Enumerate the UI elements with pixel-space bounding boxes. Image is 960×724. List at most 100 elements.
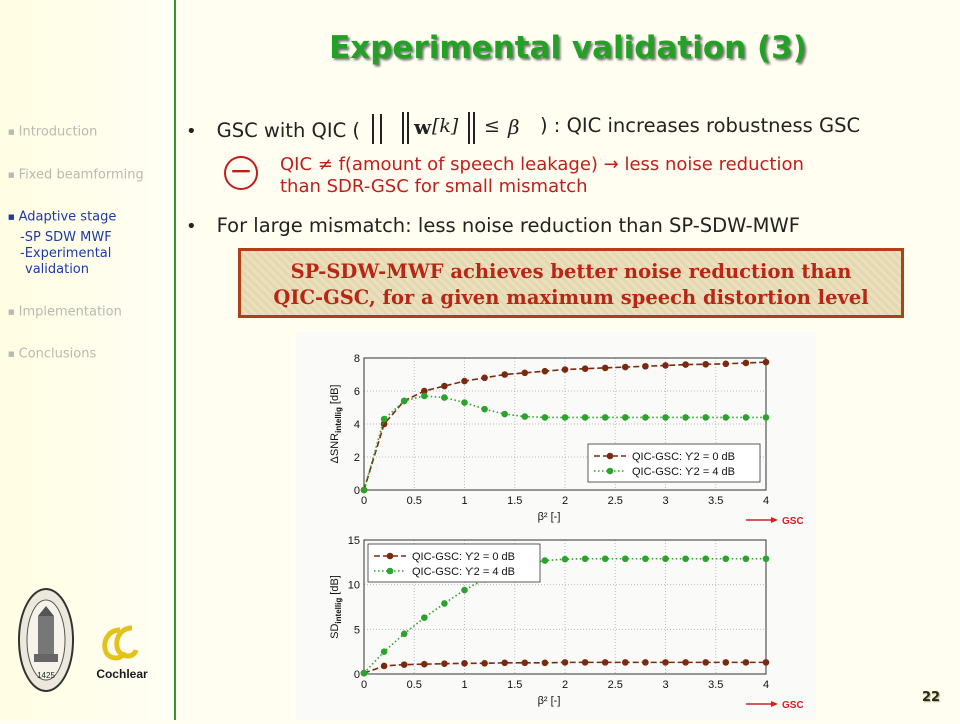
x-tick-label: 2.5 [608, 495, 623, 507]
bullet-qic-suffix: ) : QIC increases robustness GSC [540, 114, 861, 137]
data-point [702, 360, 709, 368]
data-point [421, 387, 428, 395]
data-point [421, 660, 428, 668]
data-point [682, 414, 689, 421]
legend-label: QIC-GSC: ϒ2 = 0 dB [412, 551, 515, 563]
university-seal-logo: 1425 [16, 586, 76, 698]
sidebar-item-introduction[interactable]: ■ Introduction [8, 124, 173, 141]
data-point [541, 367, 549, 375]
bullet-dot: • [186, 121, 197, 142]
x-tick-label: 3 [662, 495, 668, 507]
bullet-dot: • [186, 216, 197, 237]
x-tick-label: 1.5 [507, 495, 522, 507]
y-tick-label: 8 [354, 353, 360, 365]
data-point [662, 659, 669, 666]
data-point [581, 414, 589, 421]
legend-label: QIC-GSC: ϒ2 = 4 dB [412, 566, 515, 578]
sidebar-subitems: -SP SDW MWF -Experimental validation [8, 230, 173, 278]
data-point [762, 555, 770, 563]
y-tick-label: 5 [354, 624, 360, 636]
data-point [501, 659, 508, 667]
sidebar-item-label: Conclusions [18, 346, 97, 362]
data-point [581, 659, 589, 666]
sidebar-item-conclusions[interactable]: ■ Conclusions [8, 346, 173, 363]
legend-label: QIC-GSC: ϒ2 = 4 dB [632, 466, 735, 478]
sidebar-subitem-sp-sdw-mwf[interactable]: -SP SDW MWF [20, 229, 112, 245]
legend-marker [386, 552, 394, 560]
qic-formula: w [k] ≤ β [402, 110, 534, 146]
qic-note-line1: QIC ≠ f(amount of speech leakage) → less… [280, 154, 804, 175]
data-point [762, 358, 770, 366]
data-point [541, 659, 549, 667]
qic-note-line2: than SDR-GSC for small mismatch [280, 176, 588, 197]
data-point [601, 555, 609, 563]
data-point [481, 374, 488, 382]
data-point [642, 555, 649, 563]
data-point [521, 369, 529, 377]
sidebar-subitem-validation[interactable]: validation [25, 261, 90, 277]
data-point [702, 659, 709, 666]
norm-formula [368, 114, 386, 149]
data-point [441, 382, 448, 390]
data-point [541, 414, 549, 421]
data-point [521, 413, 529, 420]
data-point [561, 414, 569, 421]
data-point [561, 555, 569, 563]
sidebar-item-fixed-beamforming[interactable]: ■ Fixed beamforming [8, 167, 173, 184]
data-point [742, 555, 750, 563]
plot-frame [363, 357, 767, 491]
gsc-arrow-head [771, 701, 778, 707]
sidebar-subitem-experimental[interactable]: -Experimental [20, 245, 112, 261]
data-point [601, 364, 609, 372]
data-point [380, 415, 388, 423]
slide-title: Experimental validation (3) [329, 30, 807, 66]
bullet-large-mismatch: • For large mismatch: less noise reductio… [186, 214, 800, 237]
bullet-icon: ■ [8, 170, 15, 179]
conclusion-line1: SP-SDW-MWF achieves better noise reducti… [290, 260, 852, 283]
charts-svg: 0 0.5 1 1.5 2 2.5 3 3.5 4 0 2 4 6 8 β² [-] ΔSNRintellig… [329, 353, 804, 711]
x-tick-label: 1.5 [507, 679, 522, 691]
legend-marker [606, 452, 614, 460]
data-point [481, 405, 488, 413]
legend-marker [386, 567, 394, 575]
data-point [441, 600, 448, 607]
x-tick-label: 3.5 [708, 495, 723, 507]
data-point [622, 555, 629, 563]
x-tick-label: 1 [461, 679, 467, 691]
x-axis-label: β² [-] [538, 511, 561, 523]
formula-le: ≤ [484, 115, 500, 137]
formula-k: [k] [432, 115, 459, 137]
data-point [722, 360, 730, 368]
data-point [400, 630, 408, 638]
data-point [662, 362, 669, 369]
cochlear-wordmark: Cochlear [96, 667, 148, 681]
conclusion-line2: QIC-GSC, for a given maximum speech dist… [273, 286, 869, 309]
data-point [762, 659, 770, 666]
data-point [702, 414, 709, 421]
data-point [421, 614, 428, 622]
bullet-text: For large mismatch: less noise reduction… [216, 214, 801, 237]
sidebar-item-label: Adaptive stage [18, 209, 117, 225]
legend-box [587, 443, 761, 483]
data-point [581, 365, 589, 373]
data-point [642, 362, 649, 370]
bullet-text: GSC with QIC ( [216, 119, 361, 142]
page-number: 22 [922, 690, 941, 705]
data-point [421, 392, 428, 400]
data-point [622, 414, 629, 421]
data-point [581, 555, 589, 563]
data-point [380, 662, 388, 670]
data-point [521, 659, 529, 667]
x-axis-label: β² [-] [538, 695, 561, 707]
data-point [722, 555, 730, 563]
data-point [501, 410, 508, 418]
sidebar-item-implementation[interactable]: ■ Implementation [8, 304, 173, 321]
x-tick-label: 3.5 [708, 679, 723, 691]
data-point [360, 486, 368, 494]
y-axis-label: SDintellig [dB] [329, 575, 343, 639]
bullet-icon: ■ [8, 350, 15, 358]
data-point [380, 648, 388, 655]
sidebar-item-adaptive-stage[interactable]: ■ Adaptive stage [8, 209, 173, 226]
data-point [742, 414, 750, 421]
y-axis-label: ΔSNRintellig [dB] [329, 385, 343, 464]
